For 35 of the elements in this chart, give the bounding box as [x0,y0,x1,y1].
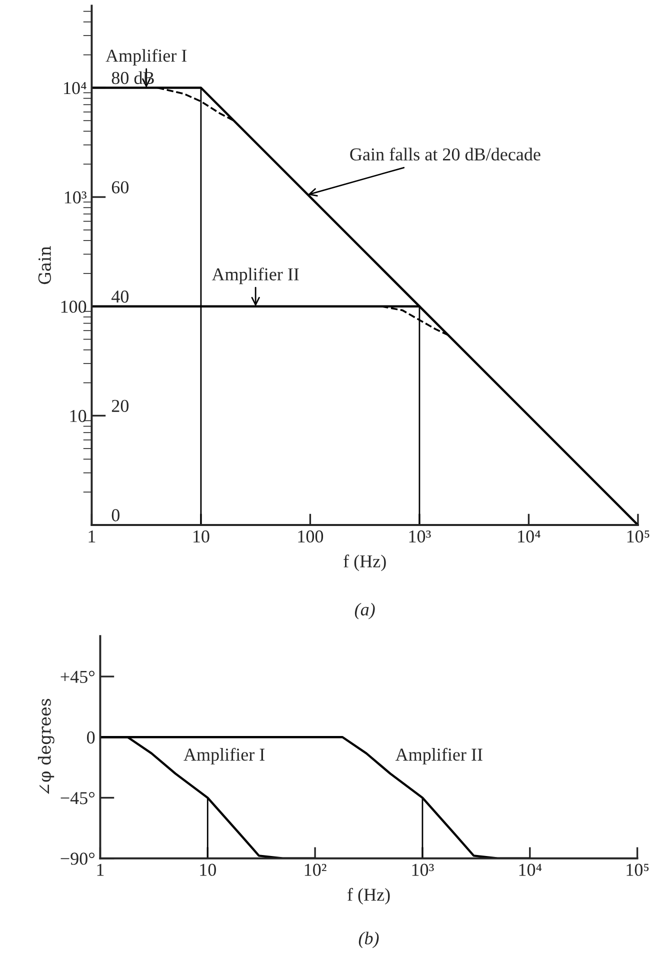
x-tick-label: 1 [88,530,96,542]
y-axis-title: ∠φ degrees [38,698,54,794]
x-tick-label: 10⁴ [519,864,542,876]
x-tick-label: 10² [304,864,326,876]
x-tick-label: 10⁴ [518,530,540,543]
x-tick-label: 1 [97,864,104,876]
series-label: Amplifier I [184,748,265,764]
y-tick-label: 100 [61,300,86,313]
x-tick-label: 10⁵ [626,864,649,876]
text: (b) [358,932,379,948]
y2-tick-label: 0 [112,509,120,522]
y-axis-title: Gain [38,246,51,284]
text: (a) [354,602,375,620]
y-tick-label: 10³ [64,191,86,204]
y2-tick-label: 60 [112,181,129,194]
x-tick-label: 100 [298,530,324,543]
y2-tick-label: 40 [111,290,129,303]
y-tick-label: +45° [60,670,94,683]
x-tick-label: 10 [200,864,216,876]
x-tick-label: 10³ [409,530,431,543]
y-tick-label: 10⁴ [64,82,86,94]
y-tick-label: 0 [87,731,95,744]
annotation: Gain falls at 20 dB/decade [350,148,540,161]
y-tick-label: −90° [60,852,94,865]
x-axis-title: f (Hz) [348,888,390,904]
x-tick-label: 10 [194,530,210,543]
x-axis-title: f (Hz) [344,554,386,572]
x-tick-label: 10⁵ [627,530,650,543]
y2-tick-label: 20 [112,400,129,412]
series-label: Amplifier II [395,748,482,764]
series-label: Amplifier I [106,48,187,66]
y-tick-label: −45° [60,792,94,804]
y-tick-label: 10 [70,410,86,422]
x-tick-label: 10³ [412,864,434,876]
series-label: Amplifier II [212,268,299,284]
